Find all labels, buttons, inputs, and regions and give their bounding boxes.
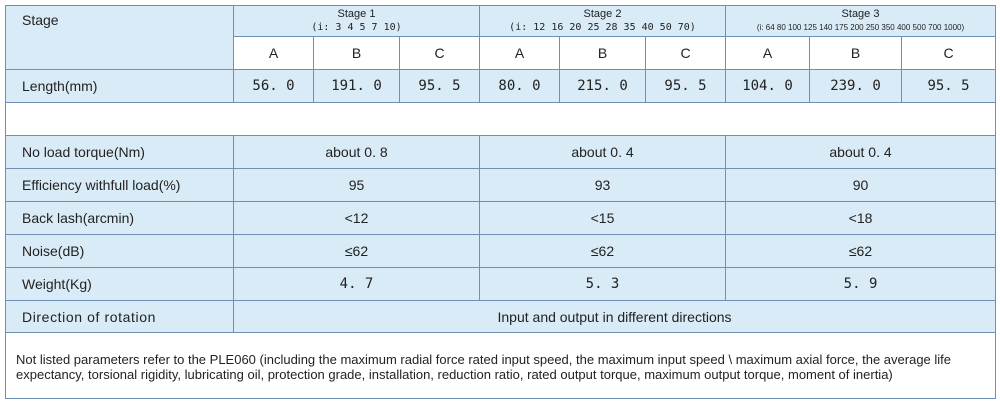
length-value: 56. 0	[233, 69, 314, 103]
length-value: 95. 5	[900, 69, 997, 103]
direction-value: Input and output in different directions	[232, 300, 997, 333]
spec-row-backlash: Back lash(arcmin) <12 <15 <18	[5, 201, 997, 235]
subcol-header: A	[479, 36, 560, 70]
length-value: 191. 0	[313, 69, 400, 103]
spec-label: No load torque(Nm)	[5, 135, 234, 169]
length-value: 95. 5	[399, 69, 480, 103]
spec-row-efficiency: Efficiency withfull load(%) 95 93 90	[5, 168, 997, 202]
spec-value: about 0. 4	[479, 135, 726, 169]
spacer-cell	[4, 102, 997, 136]
spec-value: <12	[233, 201, 480, 235]
length-value: 239. 0	[809, 69, 902, 103]
subcolumn-header-row: A B C A B C A B C	[6, 36, 997, 70]
spec-label: Weight(Kg)	[5, 267, 234, 301]
spec-label: Back lash(arcmin)	[5, 201, 234, 235]
subcol-header: A	[233, 36, 314, 70]
spec-value: 5. 3	[479, 267, 726, 301]
spec-row-noise: Noise(dB) ≤62 ≤62 ≤62	[5, 234, 997, 268]
spec-label: Noise(dB)	[5, 234, 234, 268]
stage-3-header: Stage 3 (i: 64 80 100 125 140 175 200 25…	[724, 5, 997, 37]
stage-1-header: Stage 1 (i: 3 4 5 7 10)	[233, 5, 480, 37]
length-value: 95. 5	[645, 69, 726, 103]
subcol-header: C	[399, 36, 480, 70]
subcol-header: B	[313, 36, 400, 70]
spec-value: ≤62	[479, 234, 726, 268]
spec-value: 4. 7	[233, 267, 480, 301]
stage-3-title: Stage 3	[841, 8, 880, 20]
length-value: 80. 0	[479, 69, 560, 103]
stage-label: Stage	[5, 5, 234, 70]
spec-value: 93	[479, 168, 726, 202]
spacer-row	[4, 102, 997, 136]
spec-value: about 0. 8	[233, 135, 480, 169]
stage-2-header: Stage 2 (i: 12 16 20 25 28 35 40 50 70)	[479, 5, 726, 37]
stage-header-row: Stage Stage 1 (i: 3 4 5 7 10) Stage 2 (i…	[5, 5, 997, 70]
note-row: Not listed parameters refer to the PLE06…	[4, 332, 997, 399]
stage-1-title: Stage 1	[337, 8, 376, 20]
spec-value: ≤62	[724, 234, 997, 268]
spec-table-container: Stage Stage 1 (i: 3 4 5 7 10) Stage 2 (i…	[4, 5, 997, 399]
subcol-header: B	[809, 36, 902, 70]
length-value: 104. 0	[725, 69, 810, 103]
spec-value: 5. 9	[724, 267, 997, 301]
stage-2-ratios: (i: 12 16 20 25 28 35 40 50 70)	[509, 22, 696, 33]
subcol-header: A	[725, 36, 810, 70]
stage-1-ratios: (i: 3 4 5 7 10)	[311, 22, 402, 33]
length-row: Length(mm) 56. 0 191. 0 95. 5 80. 0 215.…	[5, 69, 997, 103]
subcol-header: C	[645, 36, 726, 70]
subcol-header: C	[900, 36, 997, 70]
spec-value: <18	[724, 201, 997, 235]
subcol-header: B	[559, 36, 646, 70]
spec-table: Stage Stage 1 (i: 3 4 5 7 10) Stage 2 (i…	[4, 5, 997, 399]
direction-row: Direction of rotation Input and output i…	[5, 300, 997, 333]
spec-value: 90	[724, 168, 997, 202]
stage-2-title: Stage 2	[583, 8, 622, 20]
spec-value: about 0. 4	[724, 135, 997, 169]
stage-3-ratios: (i: 64 80 100 125 140 175 200 250 350 40…	[756, 23, 965, 32]
length-label: Length(mm)	[5, 69, 234, 103]
note-text: Not listed parameters refer to the PLE06…	[4, 332, 997, 399]
spec-value: ≤62	[233, 234, 480, 268]
spec-value: 95	[233, 168, 480, 202]
direction-label: Direction of rotation	[5, 300, 234, 333]
spec-row-weight: Weight(Kg) 4. 7 5. 3 5. 9	[5, 267, 997, 301]
length-value: 215. 0	[559, 69, 646, 103]
spec-label: Efficiency withfull load(%)	[5, 168, 234, 202]
spec-value: <15	[479, 201, 726, 235]
spec-row-no-load-torque: No load torque(Nm) about 0. 8 about 0. 4…	[5, 135, 997, 169]
